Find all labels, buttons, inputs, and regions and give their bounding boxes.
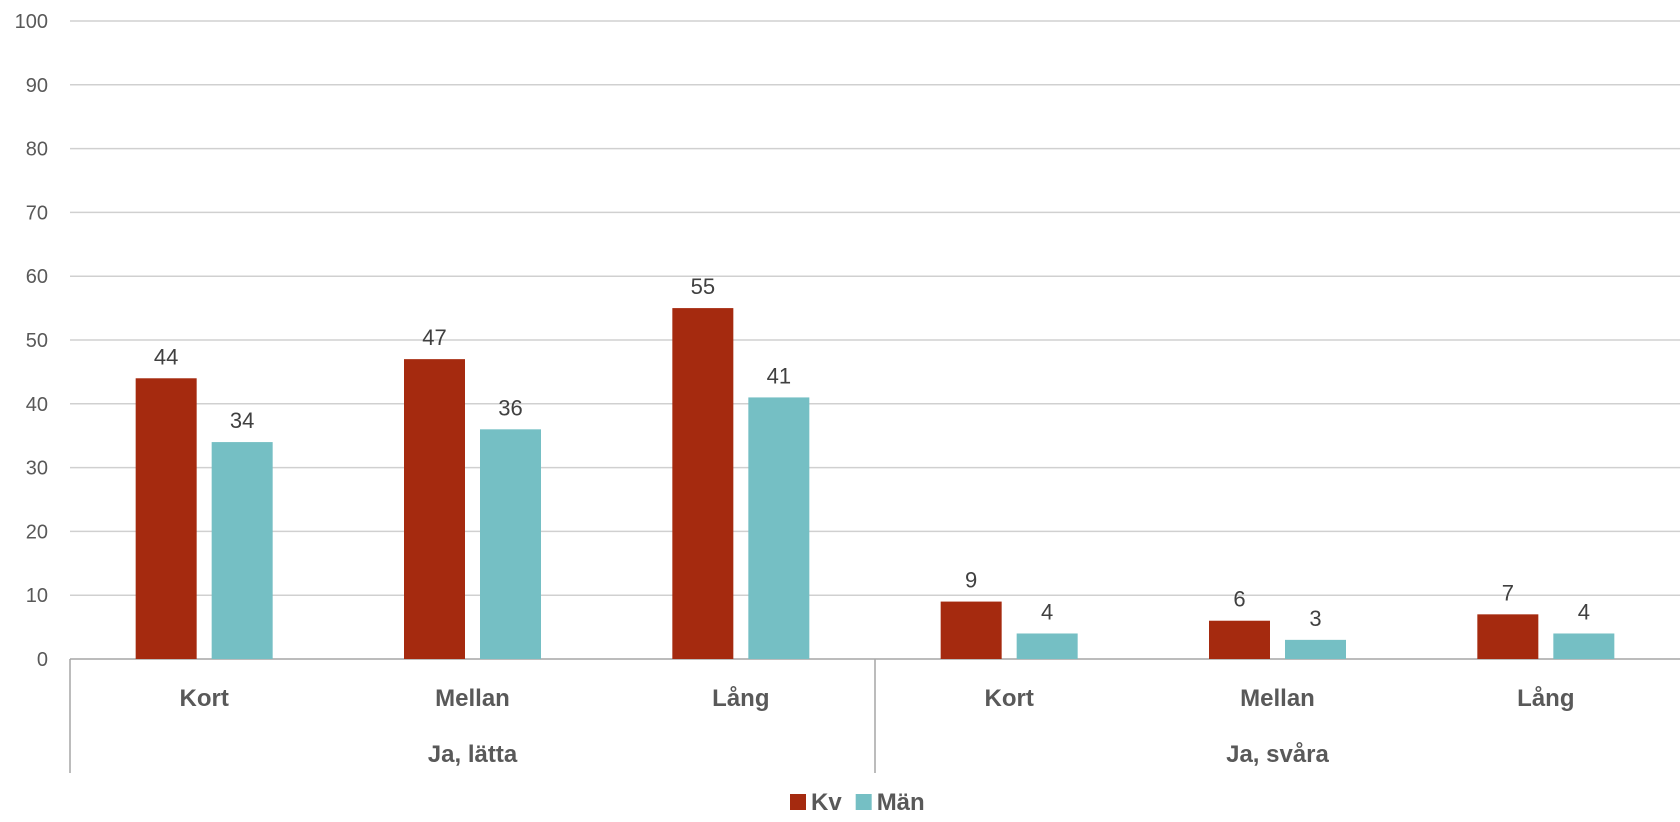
bar-kv (672, 308, 734, 659)
data-label: 6 (1233, 587, 1245, 612)
y-tick-label: 70 (26, 202, 48, 224)
y-tick-label: 40 (26, 394, 48, 416)
data-label: 3 (1309, 606, 1321, 631)
bar-män (1553, 633, 1615, 659)
legend: Kv Män (790, 789, 925, 816)
legend-swatch (790, 794, 806, 810)
bar-män (1285, 639, 1346, 659)
x-group-label: Ja, lätta (428, 741, 518, 768)
y-tick-label: 100 (15, 11, 48, 33)
legend-label: Kv (811, 789, 842, 816)
bar-män (480, 429, 541, 659)
data-label: 4 (1578, 599, 1590, 624)
legend-label: Män (877, 789, 925, 816)
data-label: 9 (965, 568, 977, 593)
y-axis-ticks: 0 10 20 30 40 50 60 70 80 90 100 (15, 11, 48, 671)
x-category-label: Lång (712, 685, 769, 712)
legend-swatch (855, 794, 872, 810)
data-label: 4 (1041, 599, 1053, 624)
gridlines (70, 20, 1680, 660)
bar-kv (404, 359, 465, 659)
y-tick-label: 0 (37, 649, 48, 671)
data-label: 55 (691, 274, 715, 299)
bar-kv (1477, 614, 1539, 659)
x-category-label: Kort (985, 685, 1034, 712)
y-tick-label: 60 (26, 266, 48, 288)
x-category-label: Lång (1517, 685, 1574, 712)
x-group-label: Ja, svåra (1226, 741, 1329, 768)
bars (135, 308, 1615, 659)
data-label: 7 (1502, 580, 1514, 605)
x-category-label: Kort (180, 685, 229, 712)
x-axis: Kort Mellan Lång Kort Mellan Lång Ja, lätta Ja,… (69, 659, 1574, 773)
x-category-label: Mellan (1240, 685, 1315, 712)
y-tick-label: 80 (26, 139, 48, 161)
data-label: 36 (498, 395, 522, 420)
data-label: 41 (767, 363, 791, 388)
bar-män (211, 442, 273, 659)
bar-kv (940, 601, 1002, 659)
bar-män (1016, 633, 1078, 659)
y-tick-label: 50 (26, 330, 48, 352)
bar-kv (1209, 620, 1270, 659)
x-category-label: Mellan (435, 685, 510, 712)
y-tick-label: 10 (26, 585, 48, 607)
y-tick-label: 90 (26, 75, 48, 97)
y-tick-label: 30 (26, 458, 48, 480)
bar-män (748, 397, 810, 659)
data-label: 44 (154, 344, 178, 369)
data-label: 34 (230, 408, 254, 433)
data-label: 47 (422, 325, 446, 350)
y-tick-label: 20 (26, 521, 48, 543)
bar-kv (135, 378, 197, 659)
